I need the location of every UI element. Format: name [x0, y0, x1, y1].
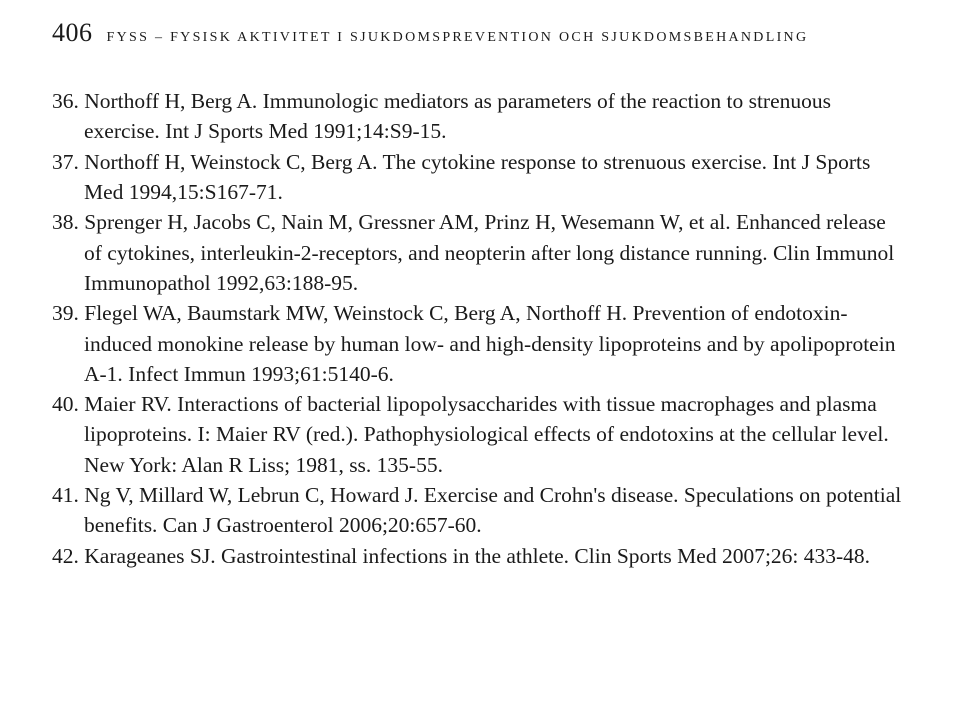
page-number: 406	[52, 18, 93, 48]
ref-num: 36.	[52, 89, 79, 113]
ref-text: Northoff H, Berg A. Immunologic mediator…	[84, 89, 831, 143]
page-content: 406 FYSS – fysisk aktivitet i sjukdomspr…	[0, 0, 960, 601]
reference-item: 42. Karageanes SJ. Gastrointestinal infe…	[52, 541, 908, 571]
reference-item: 39. Flegel WA, Baumstark MW, Weinstock C…	[52, 298, 908, 389]
reference-item: 41. Ng V, Millard W, Lebrun C, Howard J.…	[52, 480, 908, 541]
ref-text: Northoff H, Weinstock C, Berg A. The cyt…	[84, 150, 870, 204]
reference-item: 38. Sprenger H, Jacobs C, Nain M, Gressn…	[52, 207, 908, 298]
ref-num: 40.	[52, 392, 79, 416]
ref-num: 41.	[52, 483, 79, 507]
running-head: FYSS – fysisk aktivitet i sjukdomspreven…	[107, 30, 809, 46]
ref-num: 42.	[52, 544, 79, 568]
running-head-prefix: FYSS	[107, 30, 150, 45]
reference-item: 36. Northoff H, Berg A. Immunologic medi…	[52, 86, 908, 147]
running-head-rest: – fysisk aktivitet i sjukdomsprevention …	[155, 30, 808, 45]
ref-text: Flegel WA, Baumstark MW, Weinstock C, Be…	[84, 301, 895, 386]
ref-num: 37.	[52, 150, 79, 174]
ref-text: Ng V, Millard W, Lebrun C, Howard J. Exe…	[84, 483, 901, 537]
ref-text: Maier RV. Interactions of bacterial lipo…	[84, 392, 889, 477]
reference-item: 37. Northoff H, Weinstock C, Berg A. The…	[52, 147, 908, 208]
ref-num: 38.	[52, 210, 79, 234]
reference-list: 36. Northoff H, Berg A. Immunologic medi…	[52, 86, 908, 571]
reference-item: 40. Maier RV. Interactions of bacterial …	[52, 389, 908, 480]
ref-text: Karageanes SJ. Gastrointestinal infectio…	[84, 544, 870, 568]
page-header: 406 FYSS – fysisk aktivitet i sjukdomspr…	[52, 18, 908, 48]
ref-num: 39.	[52, 301, 79, 325]
ref-text: Sprenger H, Jacobs C, Nain M, Gressner A…	[84, 210, 894, 295]
